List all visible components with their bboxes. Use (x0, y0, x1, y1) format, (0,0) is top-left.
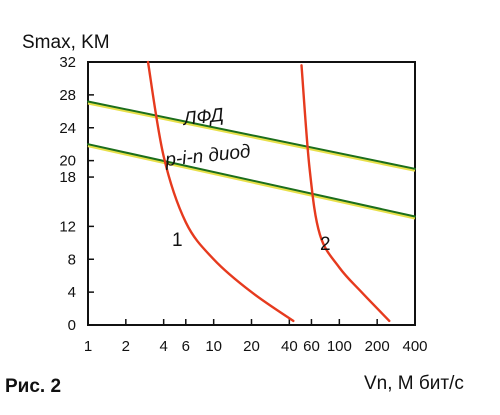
x-tick-label: 40 (281, 338, 298, 355)
y-tick-label: 20 (59, 153, 76, 170)
annotation-lfd: ЛФД (180, 105, 224, 130)
curve-2-label: 2 (320, 234, 331, 255)
y-tick-label: 28 (59, 87, 76, 104)
y-tick-label: 12 (59, 218, 76, 235)
axes (87, 61, 416, 326)
y-tick-label: 4 (68, 284, 76, 301)
x-tick-label: 400 (402, 338, 427, 355)
x-tick-label: 60 (303, 338, 320, 355)
x-tick-label: 6 (182, 338, 190, 355)
x-axis-label: Vn, М бит/с (364, 373, 464, 394)
x-tick-label: 2 (122, 338, 130, 355)
y-tick-label: 24 (59, 120, 76, 137)
x-tick-label: 200 (365, 338, 390, 355)
y-axis-label: Smax, KM (22, 32, 110, 53)
x-tick-label: 20 (243, 338, 260, 355)
x-tick-label: 1 (84, 338, 92, 355)
series-line-highlight (87, 144, 416, 220)
y-tick-label: 0 (68, 317, 76, 334)
x-tick-label: 100 (327, 338, 352, 355)
series-line-4 (300, 64, 391, 323)
series-line-1 (87, 100, 416, 170)
y-tick-label: 18 (59, 169, 76, 186)
annotation-pin-diode: p-i-n диод (163, 141, 251, 171)
series-line-highlight (87, 101, 416, 172)
x-tick-label: 10 (205, 338, 222, 355)
curve-1-label: 1 (172, 230, 183, 251)
figure-caption: Рис. 2 (5, 376, 62, 397)
plot-frame (87, 61, 416, 326)
x-tick-label: 4 (159, 338, 167, 355)
x-ticks: 1 2 4 6 10 20 40 60 100 200 400 (84, 319, 428, 355)
y-tick-label: 32 (59, 54, 76, 71)
series-layer (87, 60, 416, 323)
series-line-3 (146, 60, 295, 323)
series-line-2 (87, 143, 416, 218)
y-tick-label: 8 (68, 251, 76, 268)
